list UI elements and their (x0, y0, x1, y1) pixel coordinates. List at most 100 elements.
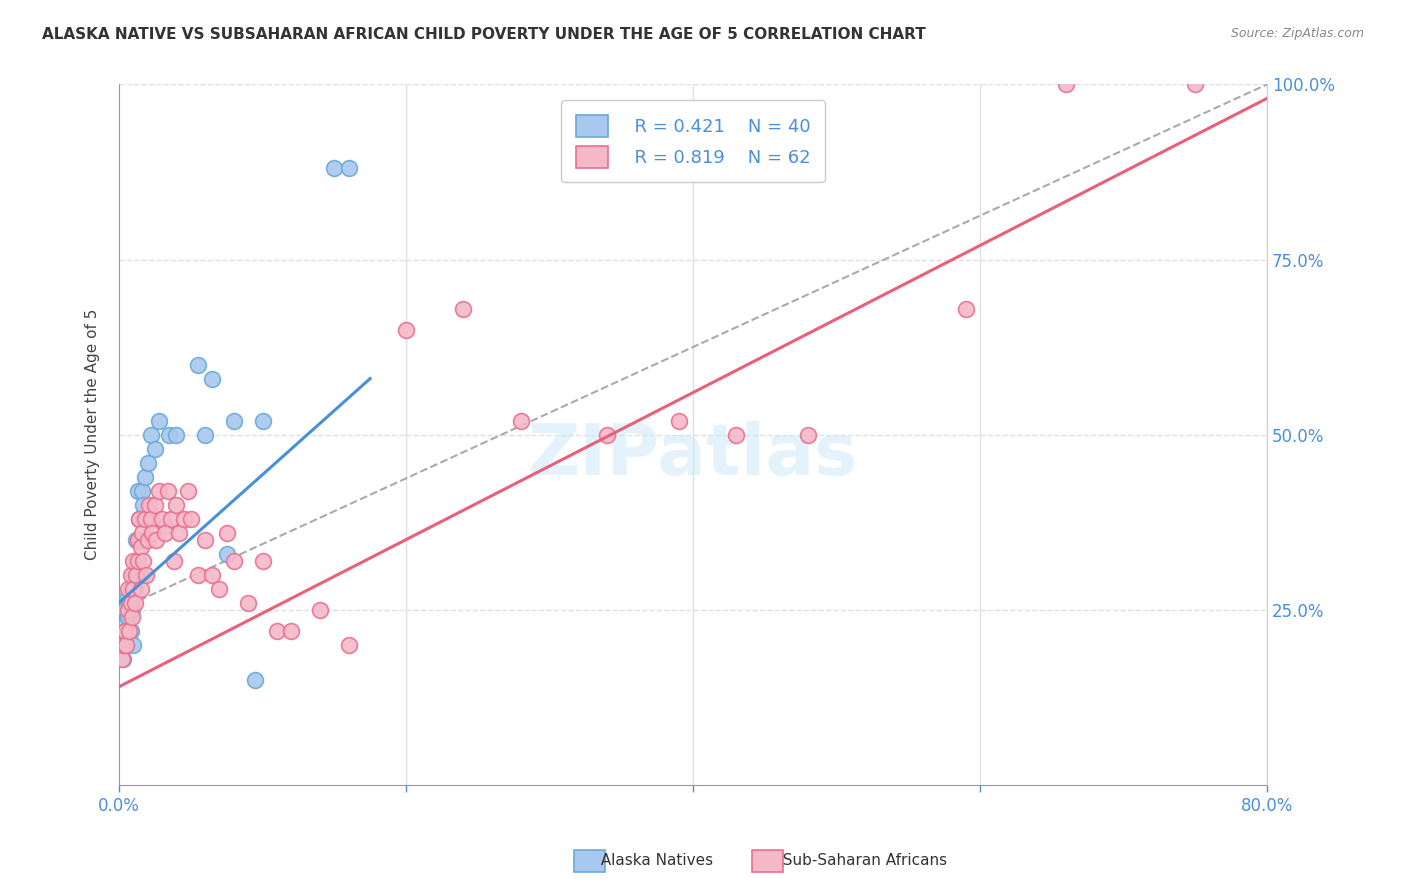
Point (125, 533, 148, 547)
Point (194, 427, 217, 442)
Point (153, 518, 176, 533)
Point (201, 371, 224, 385)
Point (165, 498, 187, 512)
Point (238, 596, 260, 610)
Point (117, 589, 139, 603)
Point (128, 511, 150, 525)
Point (114, 602, 136, 616)
Point (135, 567, 157, 582)
Point (177, 483, 200, 498)
Point (132, 554, 155, 568)
Point (169, 525, 191, 540)
Point (173, 511, 195, 525)
Text: ZIPatlas: ZIPatlas (527, 421, 858, 490)
Text: Source: ZipAtlas.com: Source: ZipAtlas.com (1230, 27, 1364, 40)
Point (124, 582, 146, 596)
Point (215, 547, 238, 561)
Point (112, 651, 135, 665)
Point (134, 469, 156, 483)
Point (252, 414, 274, 428)
Point (337, 638, 360, 652)
Point (127, 554, 149, 568)
Point (117, 609, 139, 624)
Point (120, 567, 142, 582)
Point (122, 554, 145, 568)
Point (187, 567, 209, 582)
Point (245, 673, 267, 687)
Text: ALASKA NATIVE VS SUBSAHARAN AFRICAN CHILD POVERTY UNDER THE AGE OF 5 CORRELATION: ALASKA NATIVE VS SUBSAHARAN AFRICAN CHIL… (42, 27, 927, 42)
Point (131, 525, 153, 540)
Point (668, 414, 690, 428)
Point (280, 624, 302, 638)
Point (120, 582, 142, 596)
Point (114, 624, 136, 638)
Point (121, 609, 143, 624)
Point (129, 533, 152, 547)
Point (117, 602, 139, 616)
Point (222, 554, 245, 568)
Point (139, 427, 162, 442)
Point (122, 567, 145, 582)
Point (323, 161, 346, 176)
Point (135, 511, 157, 525)
Point (134, 511, 156, 525)
Point (180, 511, 202, 525)
Point (215, 525, 238, 540)
Point (252, 554, 274, 568)
Point (121, 602, 143, 616)
FancyBboxPatch shape (752, 850, 783, 872)
Point (143, 442, 166, 456)
Point (596, 427, 619, 442)
Point (122, 638, 145, 652)
Point (337, 161, 360, 176)
Point (309, 602, 332, 616)
Point (129, 582, 152, 596)
Point (148, 414, 170, 428)
Point (131, 483, 153, 498)
Point (136, 533, 159, 547)
Point (125, 567, 148, 582)
Point (115, 638, 138, 652)
Point (122, 582, 145, 596)
Text: Alaska Natives: Alaska Natives (591, 854, 713, 868)
Point (124, 596, 146, 610)
Point (114, 624, 136, 638)
Point (222, 414, 245, 428)
Point (136, 456, 159, 470)
Point (955, 301, 977, 316)
Point (120, 624, 142, 638)
Point (129, 540, 152, 554)
Point (157, 427, 180, 442)
Point (194, 533, 217, 547)
Point (159, 511, 181, 525)
Point (724, 427, 747, 442)
Y-axis label: Child Poverty Under the Age of 5: Child Poverty Under the Age of 5 (86, 309, 100, 560)
Legend:   R = 0.421    N = 40,   R = 0.819    N = 62: R = 0.421 N = 40, R = 0.819 N = 62 (561, 101, 825, 183)
Point (128, 511, 150, 525)
Point (1054, 78, 1077, 92)
Point (453, 301, 475, 316)
Point (153, 525, 176, 540)
Point (509, 414, 531, 428)
Point (139, 511, 162, 525)
Point (120, 596, 142, 610)
Point (1184, 78, 1206, 92)
Point (125, 554, 148, 568)
Point (395, 322, 418, 336)
Text: Sub-Saharan Africans: Sub-Saharan Africans (773, 854, 948, 868)
Point (118, 596, 141, 610)
Point (165, 427, 187, 442)
Point (127, 533, 149, 547)
Point (138, 498, 160, 512)
Point (208, 582, 231, 596)
Point (201, 567, 224, 582)
Point (118, 624, 141, 638)
Point (148, 483, 170, 498)
Point (127, 483, 149, 498)
Point (132, 498, 155, 512)
Point (266, 624, 288, 638)
Point (145, 533, 167, 547)
Point (111, 638, 134, 652)
Point (141, 525, 163, 540)
Point (111, 651, 134, 665)
